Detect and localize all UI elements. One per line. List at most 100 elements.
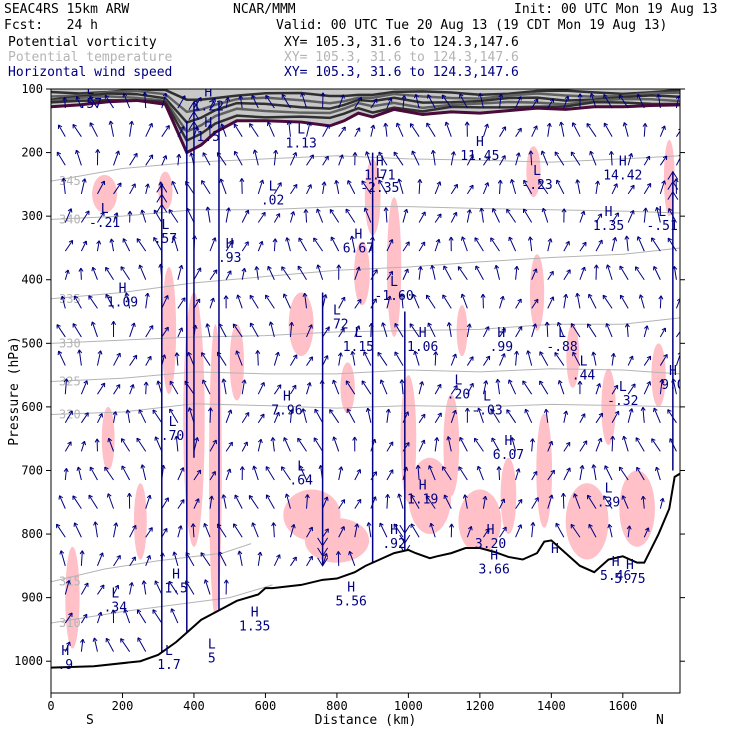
wind-column-head-6-2 — [399, 524, 411, 535]
wind-arrow-36 — [80, 550, 83, 566]
wind-arrow-head-230 — [249, 123, 254, 128]
wind-arrow-470 — [482, 380, 487, 395]
wind-arrow-head-565 — [577, 380, 583, 385]
wind-arrow-434 — [443, 265, 452, 280]
wind-arrow-head-79 — [105, 637, 111, 643]
wind-arrow-head-131 — [152, 409, 157, 414]
wind-arrow-head-226 — [234, 494, 239, 500]
wind-arrow-416 — [434, 213, 442, 223]
wind-arrow-head-308 — [314, 408, 319, 414]
wind-arrow-head-518 — [522, 380, 527, 385]
wind-arrow-head-222 — [241, 379, 247, 384]
extremum-value-1: 1.22 — [193, 100, 224, 115]
pv-shade-18 — [529, 254, 545, 331]
wind-arrow-150 — [169, 408, 179, 424]
wind-arrow-head-513 — [527, 236, 533, 241]
extremum-letter-25: L — [483, 390, 491, 405]
wind-arrow-head-541 — [554, 151, 559, 156]
wind-arrow-head-132 — [154, 436, 159, 441]
wind-arrow-head-626 — [638, 294, 644, 299]
wind-arrow-head-73 — [104, 466, 109, 472]
wind-arrow-head-274 — [288, 409, 294, 414]
extremum-letter-40: H — [172, 568, 180, 583]
x-axis-label: Distance (km) — [315, 713, 417, 728]
wind-arrow-27 — [73, 295, 82, 309]
wind-arrow-110 — [145, 381, 147, 395]
wind-arrow-head-472 — [473, 437, 479, 443]
wind-arrow-612 — [627, 355, 634, 366]
wind-arrow-64 — [113, 212, 118, 223]
wind-arrow-head-449 — [460, 236, 466, 241]
wind-arrow-282 — [306, 154, 314, 166]
wind-arrow-head-491 — [502, 526, 507, 532]
wind-arrow-485 — [499, 353, 506, 366]
wind-arrow-head-412 — [427, 94, 432, 99]
extremum-letter-18: L — [333, 304, 341, 319]
wind-arrow-head-460 — [478, 92, 484, 98]
forecast-hour: Fcst: 24 h — [4, 18, 98, 33]
wind-arrow-head-447 — [469, 184, 474, 190]
wind-arrow-head-631 — [635, 437, 640, 442]
wind-arrow-head-379 — [379, 522, 384, 528]
wind-arrow-head-114 — [146, 494, 152, 500]
wind-arrow-head-110 — [143, 381, 149, 386]
wind-arrow-147 — [177, 327, 183, 338]
wind-arrow-184 — [206, 323, 211, 338]
wind-arrow-head-23 — [81, 178, 87, 183]
wind-arrow-head-584 — [591, 464, 597, 469]
wind-arrow-head-6 — [64, 269, 70, 274]
wind-arrow-head-272 — [293, 354, 298, 359]
wind-arrow-377 — [386, 469, 394, 481]
wind-arrow-190 — [209, 495, 213, 509]
wind-arrow-head-528 — [541, 207, 547, 213]
wind-arrow-head-593 — [605, 264, 611, 269]
wind-column-head-0-2 — [156, 203, 168, 213]
wind-arrow-head-382 — [393, 151, 398, 157]
wind-arrow-40 — [89, 95, 98, 109]
wind-arrow-head-596 — [610, 353, 616, 358]
wind-arrow-head-25 — [82, 240, 88, 246]
wind-arrow-144 — [172, 235, 179, 252]
wind-arrow-271 — [289, 322, 293, 338]
extremum-value-34: .92 — [382, 537, 405, 552]
wind-column-head-7-2 — [667, 190, 679, 200]
wind-arrow-head-46 — [91, 266, 97, 272]
wind-arrow-head-282 — [309, 154, 314, 159]
wind-arrow-449 — [461, 236, 468, 252]
wind-column-head-0-1 — [156, 193, 168, 203]
extremum-letter-43: H — [251, 606, 259, 621]
wind-arrow-398 — [411, 150, 420, 166]
wind-arrow-55 — [94, 521, 98, 538]
wind-arrow-head-225 — [239, 466, 245, 471]
wind-arrow-head-228 — [237, 550, 243, 555]
extremum-value-8: 14.42 — [603, 168, 642, 183]
wind-arrow-head-65 — [109, 238, 115, 243]
wind-arrow-head-389 — [394, 351, 399, 356]
wind-arrow-head-142 — [171, 180, 176, 186]
wind-arrow-head-108 — [148, 325, 154, 330]
wind-arrow-head-224 — [243, 441, 248, 446]
wind-arrow-head-70 — [115, 384, 121, 389]
wind-arrow-576 — [595, 239, 603, 252]
wind-arrow-head-247 — [266, 121, 272, 127]
wind-arrow-head-577 — [593, 264, 599, 269]
wind-arrow-head-614 — [628, 408, 634, 413]
wind-arrow-head-633 — [640, 495, 646, 500]
wind-arrow-595 — [605, 323, 613, 338]
wind-arrow-head-635 — [656, 93, 662, 98]
wind-arrow-247 — [267, 121, 275, 137]
wind-arrow-513 — [529, 236, 533, 252]
wind-arrow-16 — [60, 550, 66, 566]
wind-arrow-head-523 — [530, 521, 536, 527]
wind-arrow-597 — [611, 384, 619, 395]
wind-arrow-head-62 — [115, 150, 120, 155]
wind-arrow-head-341 — [345, 380, 351, 385]
wind-arrow-head-233 — [261, 211, 266, 217]
wind-arrow-172 — [193, 498, 200, 509]
wind-arrow-183 — [209, 297, 215, 309]
wind-arrow-head-602 — [607, 523, 613, 529]
wind-arrow-head-9 — [57, 350, 63, 356]
wind-arrow-head-404 — [409, 323, 414, 328]
wind-arrow-head-588 — [603, 122, 609, 128]
